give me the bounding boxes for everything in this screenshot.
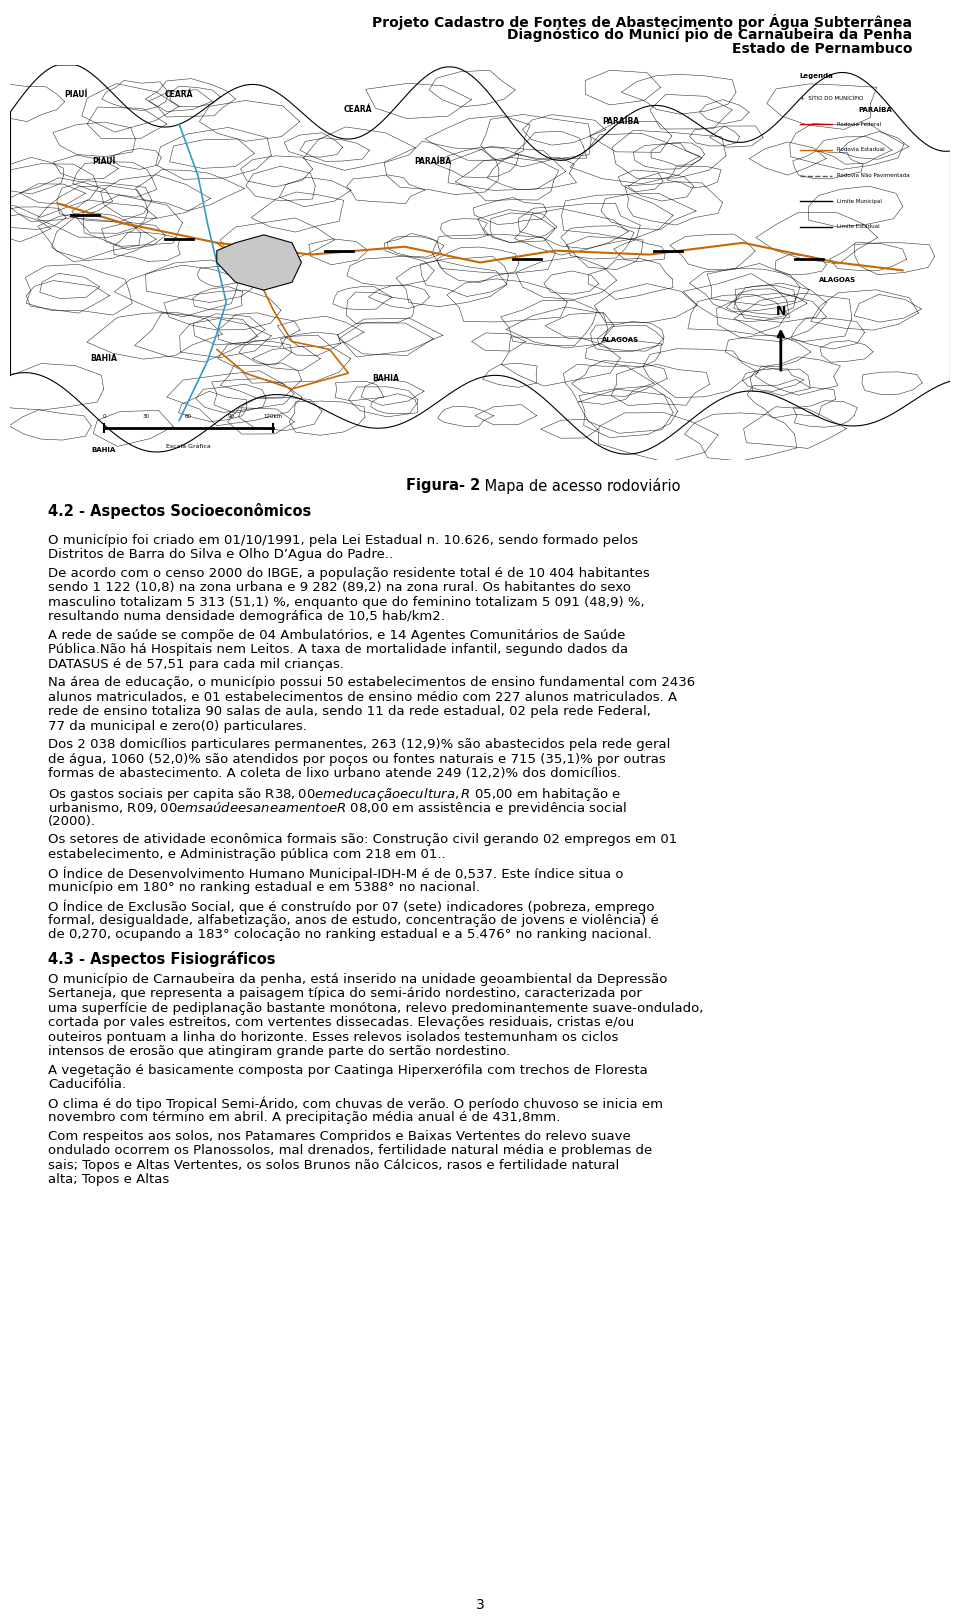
- Text: ALAGOAS: ALAGOAS: [819, 277, 855, 283]
- Text: 3: 3: [475, 1599, 485, 1612]
- Text: Rodovia Federal: Rodovia Federal: [837, 121, 881, 126]
- Text: Os gastos sociais per capita são R$ 38,00 em educação e cultura, R$ 05,00 em hab: Os gastos sociais per capita são R$ 38,0…: [48, 786, 621, 803]
- Text: DATASUS é de 57,51 para cada mil crianças.: DATASUS é de 57,51 para cada mil criança…: [48, 659, 344, 671]
- Text: estabelecimento, e Administração pública com 218 em 01..: estabelecimento, e Administração pública…: [48, 848, 445, 861]
- Text: CEARÁ: CEARÁ: [165, 89, 194, 99]
- Text: PARAÍBA: PARAÍBA: [858, 107, 892, 113]
- Text: Estado de Pernambuco: Estado de Pernambuco: [732, 42, 912, 57]
- Text: PIAUÍ: PIAUÍ: [64, 89, 87, 99]
- Text: O município de Carnaubeira da penha, está inserido na unidade geoambiental da De: O município de Carnaubeira da penha, est…: [48, 972, 667, 985]
- Text: BAHIA: BAHIA: [92, 447, 116, 453]
- Text: rede de ensino totaliza 90 salas de aula, sendo 11 da rede estadual, 02 pela red: rede de ensino totaliza 90 salas de aula…: [48, 705, 651, 718]
- Text: 90: 90: [228, 414, 234, 419]
- Text: PARAÍBA: PARAÍBA: [603, 116, 639, 126]
- Text: 120km: 120km: [264, 414, 283, 419]
- Text: Dos 2 038 domicílios particulares permanentes, 263 (12,9)% são abastecidos pela : Dos 2 038 domicílios particulares perman…: [48, 738, 670, 751]
- Text: uma superfície de pediplanação bastante monótona, relevo predominantemente suave: uma superfície de pediplanação bastante …: [48, 1002, 704, 1014]
- Text: Limite Estadual: Limite Estadual: [837, 225, 879, 230]
- Text: Caducifólia.: Caducifólia.: [48, 1078, 126, 1091]
- Text: O município foi criado em 01/10/1991, pela Lei Estadual n. 10.626, sendo formado: O município foi criado em 01/10/1991, pe…: [48, 534, 638, 547]
- Text: PARAÍBA: PARAÍBA: [415, 157, 451, 165]
- Text: novembro com término em abril. A precipitação média anual é de 431,8mm.: novembro com término em abril. A precipi…: [48, 1112, 561, 1125]
- Text: BAHIA: BAHIA: [90, 354, 117, 364]
- Text: 30: 30: [143, 414, 150, 419]
- Text: Pública.Não há Hospitais nem Leitos. A taxa de mortalidade infantil, segundo dad: Pública.Não há Hospitais nem Leitos. A t…: [48, 644, 628, 657]
- Text: 60: 60: [185, 414, 192, 419]
- Text: ALAGOAS: ALAGOAS: [603, 337, 639, 343]
- Text: 4.3 - Aspectos Fisiográficos: 4.3 - Aspectos Fisiográficos: [48, 951, 276, 968]
- Text: Sertaneja, que representa a paisagem típica do semi-árido nordestino, caracteriz: Sertaneja, que representa a paisagem típ…: [48, 987, 642, 1000]
- Text: Diagnóstico do Municí pio de Carnaubeira da Penha: Diagnóstico do Municí pio de Carnaubeira…: [507, 28, 912, 42]
- Text: formas de abastecimento. A coleta de lixo urbano atende 249 (12,2)% dos domicíli: formas de abastecimento. A coleta de lix…: [48, 767, 621, 780]
- Text: outeiros pontuam a linha do horizonte. Esses relevos isolados testemunham os cic: outeiros pontuam a linha do horizonte. E…: [48, 1031, 618, 1044]
- Text: sendo 1 122 (10,8) na zona urbana e 9 282 (89,2) na zona rural. Os habitantes do: sendo 1 122 (10,8) na zona urbana e 9 28…: [48, 581, 631, 594]
- Text: alunos matriculados, e 01 estabelecimentos de ensino médio com 227 alunos matric: alunos matriculados, e 01 estabeleciment…: [48, 691, 677, 704]
- Text: município em 180° no ranking estadual e em 5388° no nacional.: município em 180° no ranking estadual e …: [48, 880, 480, 895]
- Text: sais; Topos e Altas Vertentes, os solos Brunos não Cálcicos, rasos e fertilidade: sais; Topos e Altas Vertentes, os solos …: [48, 1158, 619, 1171]
- Text: cortada por vales estreitos, com vertentes dissecadas. Elevações residuais, cris: cortada por vales estreitos, com vertent…: [48, 1016, 635, 1029]
- Text: A rede de saúde se compõe de 04 Ambulatórios, e 14 Agentes Comunitários de Saúde: A rede de saúde se compõe de 04 Ambulató…: [48, 629, 625, 642]
- Text: Escala Gráfica: Escala Gráfica: [166, 445, 211, 450]
- Text: urbanismo, R$ 09,00 em saúde e saneamento e R$ 08,00 em assistência e previdênci: urbanismo, R$ 09,00 em saúde e saneament…: [48, 801, 628, 817]
- Text: Figura- 2: Figura- 2: [406, 477, 480, 493]
- Text: A vegetação é basicamente composta por Caatinga Hiperxerófila com trechos de Flo: A vegetação é basicamente composta por C…: [48, 1063, 648, 1076]
- Text: de água, 1060 (52,0)% são atendidos por poços ou fontes naturais e 715 (35,1)% p: de água, 1060 (52,0)% são atendidos por …: [48, 752, 665, 765]
- Text: Mapa de acesso rodoviário: Mapa de acesso rodoviário: [480, 477, 681, 493]
- Text: Legenda: Legenda: [800, 73, 833, 79]
- Text: Limite Municipal: Limite Municipal: [837, 199, 882, 204]
- Text: Rodovia Estadual: Rodovia Estadual: [837, 147, 885, 152]
- Text: Com respeitos aos solos, nos Patamares Compridos e Baixas Vertentes do relevo su: Com respeitos aos solos, nos Patamares C…: [48, 1129, 631, 1142]
- Text: Distritos de Barra do Silva e Olho D’Agua do Padre..: Distritos de Barra do Silva e Olho D’Agu…: [48, 549, 394, 561]
- Text: formal, desigualdade, alfabetização, anos de estudo, concentração de jovens e vi: formal, desigualdade, alfabetização, ano…: [48, 914, 659, 927]
- Text: intensos de erosão que atingiram grande parte do sertão nordestino.: intensos de erosão que atingiram grande …: [48, 1045, 511, 1058]
- Text: +  SÍTIO DO MUNICÍPIO: + SÍTIO DO MUNICÍPIO: [800, 95, 863, 100]
- Text: 0: 0: [103, 414, 106, 419]
- Text: O Índice de Exclusão Social, que é construído por 07 (sete) indicadores (pobreza: O Índice de Exclusão Social, que é const…: [48, 900, 655, 914]
- Text: PIAUÍ: PIAUÍ: [92, 157, 116, 165]
- Text: masculino totalizam 5 313 (51,1) %, enquanto que do feminino totalizam 5 091 (48: masculino totalizam 5 313 (51,1) %, enqu…: [48, 595, 644, 608]
- Text: Na área de educação, o município possui 50 estabelecimentos de ensino fundamenta: Na área de educação, o município possui …: [48, 676, 695, 689]
- Text: ondulado ocorrem os Planossolos, mal drenados, fertilidade natural média e probl: ondulado ocorrem os Planossolos, mal dre…: [48, 1144, 652, 1157]
- Text: O clima é do tipo Tropical Semi-Árido, com chuvas de verão. O período chuvoso se: O clima é do tipo Tropical Semi-Árido, c…: [48, 1097, 663, 1112]
- Text: O Índice de Desenvolvimento Humano Municipal-IDH-M é de 0,537. Este índice situa: O Índice de Desenvolvimento Humano Munic…: [48, 867, 623, 880]
- Text: Projeto Cadastro de Fontes de Abastecimento por Água Subterrânea: Projeto Cadastro de Fontes de Abastecime…: [372, 15, 912, 31]
- Text: Rodovia Não Pavimentada: Rodovia Não Pavimentada: [837, 173, 910, 178]
- Text: de 0,270, ocupando a 183° colocação no ranking estadual e a 5.476° no ranking na: de 0,270, ocupando a 183° colocação no r…: [48, 929, 652, 942]
- Text: resultando numa densidade demográfica de 10,5 hab/km2.: resultando numa densidade demográfica de…: [48, 610, 444, 623]
- Text: Os setores de atividade econômica formais são: Construção civil gerando 02 empre: Os setores de atividade econômica formai…: [48, 833, 677, 846]
- Text: (2000).: (2000).: [48, 815, 96, 828]
- Text: BAHIA: BAHIA: [372, 374, 399, 383]
- Text: 4.2 - Aspectos Socioeconômicos: 4.2 - Aspectos Socioeconômicos: [48, 503, 311, 519]
- Text: CEARÁ: CEARÁ: [344, 105, 372, 115]
- Text: De acordo com o censo 2000 do IBGE, a população residente total é de 10 404 habi: De acordo com o censo 2000 do IBGE, a po…: [48, 566, 650, 579]
- Text: alta; Topos e Altas: alta; Topos e Altas: [48, 1173, 169, 1186]
- Text: 77 da municipal e zero(0) particulares.: 77 da municipal e zero(0) particulares.: [48, 720, 307, 733]
- Polygon shape: [217, 235, 301, 290]
- Text: N: N: [776, 304, 786, 317]
